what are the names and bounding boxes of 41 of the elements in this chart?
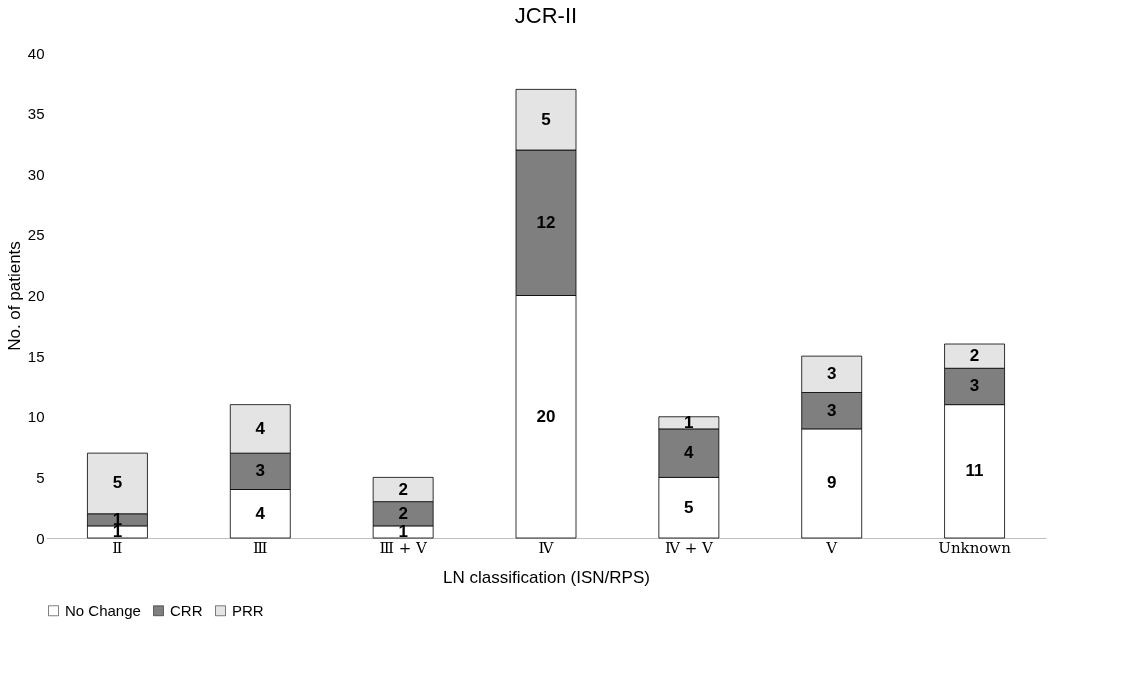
x-tick-label: Ⅳ xyxy=(538,538,555,557)
y-tick-label: 25 xyxy=(27,226,45,244)
data-label: 3 xyxy=(826,400,837,420)
x-tick-label: Ⅲ + Ⅴ xyxy=(379,538,429,557)
data-label: 4 xyxy=(684,443,695,463)
data-label: 2 xyxy=(398,479,408,499)
y-tick-label: 5 xyxy=(36,468,45,486)
data-label: 3 xyxy=(969,376,980,396)
data-label: 20 xyxy=(536,406,556,426)
y-tick-label: 30 xyxy=(27,165,45,183)
data-label: 1 xyxy=(684,412,694,432)
x-axis-title: LN classification (ISN/RPS) xyxy=(443,567,650,587)
legend-label: No Change xyxy=(65,601,141,619)
data-label: 11 xyxy=(965,461,984,481)
data-label: 2 xyxy=(969,346,980,366)
data-label: 9 xyxy=(826,473,837,493)
x-tick-label: Unknown xyxy=(938,538,1012,557)
data-label: 4 xyxy=(255,418,266,438)
y-tick-label: 35 xyxy=(27,105,45,123)
x-tick-label: Ⅱ xyxy=(112,538,123,557)
data-label: 3 xyxy=(255,461,266,481)
data-label: 5 xyxy=(684,497,694,517)
x-tick-label: Ⅴ xyxy=(825,538,839,557)
data-label: 5 xyxy=(541,109,551,129)
y-tick-label: 0 xyxy=(36,529,45,547)
legend-label: CRR xyxy=(170,601,203,619)
data-label: 1 xyxy=(398,521,408,541)
data-label: 3 xyxy=(826,364,837,384)
data-label: 2 xyxy=(398,503,408,523)
chart-title: JCR-II xyxy=(514,3,578,28)
data-label: 4 xyxy=(255,503,266,523)
x-tick-label: Ⅳ + Ⅴ xyxy=(664,538,714,557)
y-tick-label: 20 xyxy=(27,287,45,304)
y-axis-title: No. of patients xyxy=(4,241,24,351)
x-tick-label: Ⅲ xyxy=(253,538,268,557)
legend-label: PRR xyxy=(232,601,264,619)
y-tick-label: 40 xyxy=(27,44,45,62)
y-tick-label: 15 xyxy=(27,347,45,365)
data-label: 5 xyxy=(112,473,123,493)
y-tick-label: 10 xyxy=(27,408,45,426)
data-label: 12 xyxy=(536,212,556,232)
